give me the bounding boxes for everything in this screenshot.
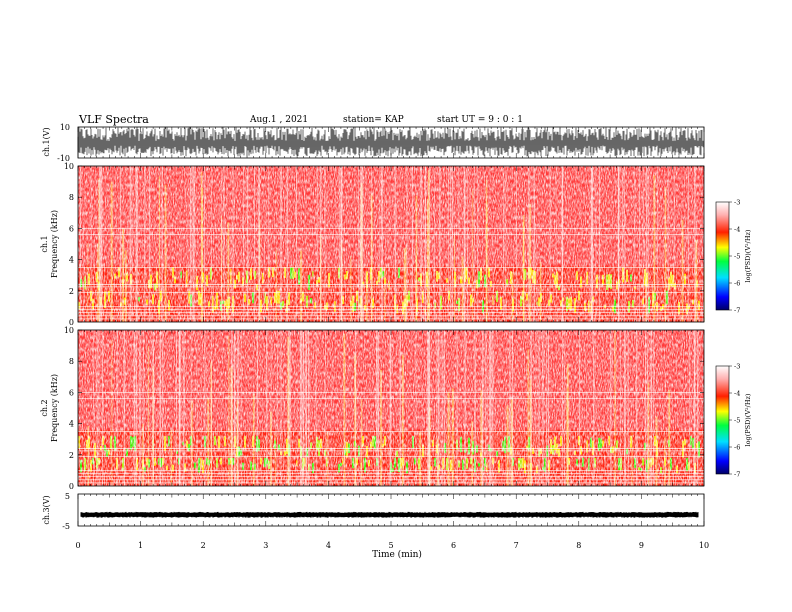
- x-tick-label: 0: [75, 541, 80, 550]
- freq-tick-label: 4: [69, 420, 74, 429]
- x-tick-label: 3: [263, 541, 268, 550]
- colorbar-tick-label: -7: [734, 471, 740, 479]
- ch1-waveform-panel: 10 -10 ch.1(V): [42, 123, 705, 163]
- freq-tick-label: 10: [64, 162, 74, 171]
- colorbar-tick-label: -5: [734, 417, 740, 425]
- colorbar-tick-label: -4: [734, 226, 740, 234]
- ch1-spectrogram-panel: 0 2 4 6 8 10 ch.1 Frequency (kHz): [40, 162, 705, 327]
- freq-tick-label: 0: [69, 482, 74, 491]
- ch3-ytick-bottom: -5: [62, 522, 70, 531]
- freq-tick-label: 10: [64, 326, 74, 335]
- colorbar-tick-label: -3: [734, 199, 740, 207]
- ch2-spectro-ylabel-line2: Frequency (kHz): [50, 374, 59, 442]
- freq-tick-label: 4: [69, 256, 74, 265]
- x-tick-label: 4: [326, 541, 331, 550]
- ch3-ytick-top: 5: [65, 492, 70, 501]
- x-tick-label: 9: [639, 541, 644, 550]
- freq-tick-label: 8: [69, 357, 74, 366]
- ch1-ylabel: ch.1(V): [42, 127, 51, 156]
- x-tick-label: 8: [576, 541, 581, 550]
- ch1-waveform-line: [77, 127, 704, 157]
- colorbar-tick-label: -3: [734, 363, 740, 371]
- x-tick-label: 5: [388, 541, 393, 550]
- freq-tick-label: 6: [69, 388, 74, 397]
- ch1-spectro-ylabel-line1: ch.1: [40, 235, 49, 252]
- ch3-waveform-line: [80, 511, 699, 518]
- freq-tick-label: 6: [69, 224, 74, 233]
- ch1-colorbar: -3 -4 -5 -6 -7 log(PSD)(V²/Hz): [715, 199, 752, 315]
- colorbar-tick-label: -7: [734, 307, 740, 315]
- freq-tick-label: 0: [69, 318, 74, 327]
- ch1-colorbar-label: log(PSD)(V²/Hz): [744, 229, 752, 282]
- x-axis-label: Time (min): [372, 549, 422, 560]
- station-label: station= KAP: [343, 115, 404, 125]
- colorbar-tick-label: -4: [734, 390, 740, 398]
- ch1-ytick-bottom: -10: [57, 154, 70, 163]
- x-tick-label: 10: [699, 541, 709, 550]
- ch3-ylabel: ch.3(V): [42, 495, 51, 524]
- ch3-waveform-panel: 5 -5 ch.3(V) 0 1 2 3 4 5 6 7 8 9 10 Time (min): [42, 492, 709, 560]
- colorbar-tick-label: -6: [734, 444, 740, 452]
- ch2-spectro-ylabel-line1: ch.2: [40, 399, 49, 416]
- freq-tick-label: 8: [69, 193, 74, 202]
- ch1-ytick-top: 10: [60, 123, 70, 132]
- colorbar-tick-label: -6: [734, 280, 740, 288]
- x-tick-label: 6: [451, 541, 456, 550]
- figure-title: VLF Spectra: [79, 113, 149, 126]
- start-time-label: start UT = 9 : 0 : 1: [437, 115, 523, 125]
- ch1-spectro-ylabel-line2: Frequency (kHz): [50, 210, 59, 278]
- freq-tick-label: 2: [69, 287, 74, 296]
- x-tick-label: 7: [514, 541, 519, 550]
- date-label: Aug.1 , 2021: [250, 115, 309, 125]
- x-tick-label: 1: [138, 541, 143, 550]
- ch2-colorbar: -3 -4 -5 -6 -7 log(PSD)(V²/Hz): [715, 363, 752, 479]
- ch2-colorbar-label: log(PSD)(V²/Hz): [744, 393, 752, 446]
- x-tick-label: 2: [201, 541, 206, 550]
- ch2-spectrogram-panel: 0 2 4 6 8 10 ch.2 Frequency (kHz): [40, 326, 705, 491]
- freq-tick-label: 2: [69, 451, 74, 460]
- colorbar-tick-label: -5: [734, 253, 740, 261]
